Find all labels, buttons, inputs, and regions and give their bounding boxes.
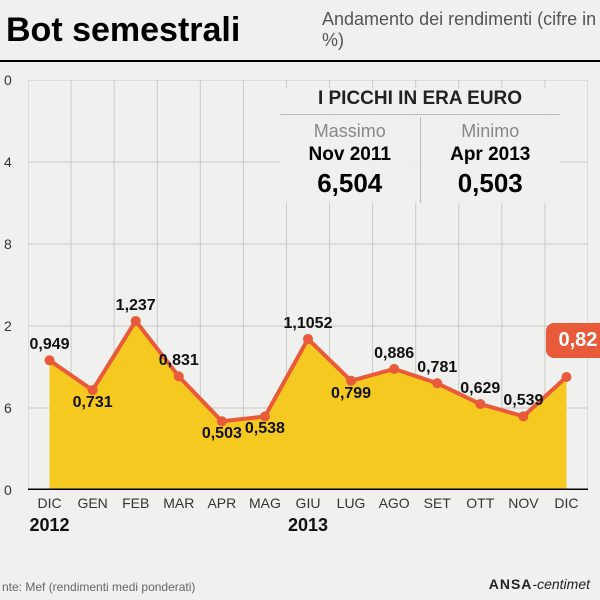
x-tick-label: FEB: [122, 495, 149, 511]
peaks-min-value: 0,503: [423, 168, 559, 199]
chart-container: Bot semestrali Andamento dei rendimenti …: [0, 0, 600, 600]
y-tick-label: 6: [4, 400, 12, 416]
data-point-label: 1,237: [116, 297, 156, 315]
x-year-label: 2012: [30, 515, 70, 536]
x-axis-row: DIC GEN FEB MAR APR MAG GIU LUG AGO SET OTT NOV DIC 2…: [28, 495, 588, 575]
source-text: nte: Mef (rendimenti medi ponderati): [2, 580, 195, 594]
peaks-title: I PICCHI IN ERA EURO: [280, 88, 560, 115]
data-point-label: 0,831: [159, 352, 199, 370]
data-point-label: 0,539: [503, 392, 543, 410]
x-tick-label: MAG: [249, 495, 281, 511]
x-tick-label: OTT: [466, 495, 494, 511]
peaks-max-label: Massimo: [282, 121, 418, 142]
peaks-max-value: 6,504: [282, 168, 418, 199]
data-point-label: 0,886: [374, 345, 414, 363]
data-point-label: 0,731: [73, 394, 113, 412]
data-point-label: 0,629: [460, 380, 500, 398]
y-tick-label: 2: [4, 318, 12, 334]
brand-text: ANSA-centimet: [489, 576, 590, 592]
peaks-min-date: Apr 2013: [423, 144, 559, 166]
callout-value: 0,82: [546, 323, 600, 358]
x-year-label: 2013: [288, 515, 328, 536]
data-point-label: 0,949: [30, 336, 70, 354]
chart-header: Bot semestrali Andamento dei rendimenti …: [0, 0, 600, 62]
x-tick-label: DIC: [554, 495, 578, 511]
x-tick-label: NOV: [508, 495, 538, 511]
data-point-label: 0,538: [245, 420, 285, 438]
peaks-min-col: Minimo Apr 2013 0,503: [420, 117, 561, 203]
x-tick-label: GIU: [296, 495, 321, 511]
y-tick-label: 0: [4, 482, 12, 498]
brand-centi: -centimet: [532, 576, 590, 592]
x-tick-label: MAR: [163, 495, 194, 511]
y-tick-label: 0: [4, 72, 12, 88]
peaks-columns: Massimo Nov 2011 6,504 Minimo Apr 2013 0…: [280, 117, 560, 203]
y-tick-label: 4: [4, 154, 12, 170]
data-point-label: 0,799: [331, 385, 371, 403]
data-point-label: 1,1052: [284, 315, 333, 333]
data-point-label: 0,781: [417, 359, 457, 377]
data-point-label: 0,503: [202, 425, 242, 443]
peaks-max-date: Nov 2011: [282, 144, 418, 166]
chart-title: Bot semestrali: [0, 11, 306, 50]
y-tick-label: 8: [4, 236, 12, 252]
x-tick-label: GEN: [77, 495, 107, 511]
x-tick-label: APR: [207, 495, 236, 511]
peaks-box: I PICCHI IN ERA EURO Massimo Nov 2011 6,…: [280, 88, 560, 203]
x-tick-label: AGO: [379, 495, 410, 511]
brand-ansa: ANSA: [489, 576, 533, 592]
chart-subtitle: Andamento dei rendimenti (cifre in %): [306, 9, 600, 51]
x-tick-label: LUG: [337, 495, 366, 511]
peaks-min-label: Minimo: [423, 121, 559, 142]
peaks-max-col: Massimo Nov 2011 6,504: [280, 117, 420, 203]
x-tick-label: SET: [424, 495, 451, 511]
x-tick-label: DIC: [37, 495, 61, 511]
